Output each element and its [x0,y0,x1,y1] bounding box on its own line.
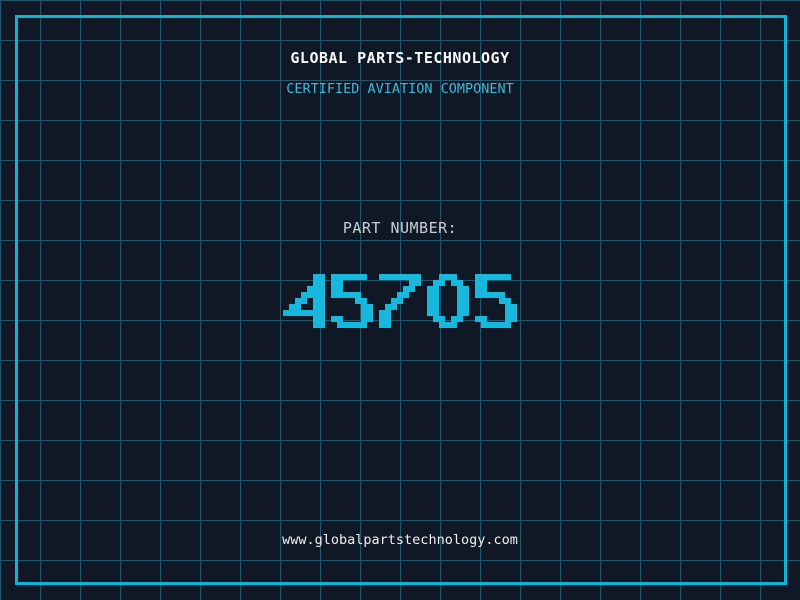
digit-4 [283,274,325,328]
digit-5 [475,274,517,328]
digit-7 [379,274,421,328]
digit-0 [427,274,469,328]
part-number-display [283,274,517,328]
part-number-label: PART NUMBER: [342,219,458,237]
brand-subtitle: CERTIFIED AVIATION COMPONENT [286,81,514,97]
brand-title: GLOBAL PARTS-TECHNOLOGY [290,49,510,67]
website-url: www.globalpartstechnology.com [282,532,518,548]
digit-5 [331,274,373,328]
